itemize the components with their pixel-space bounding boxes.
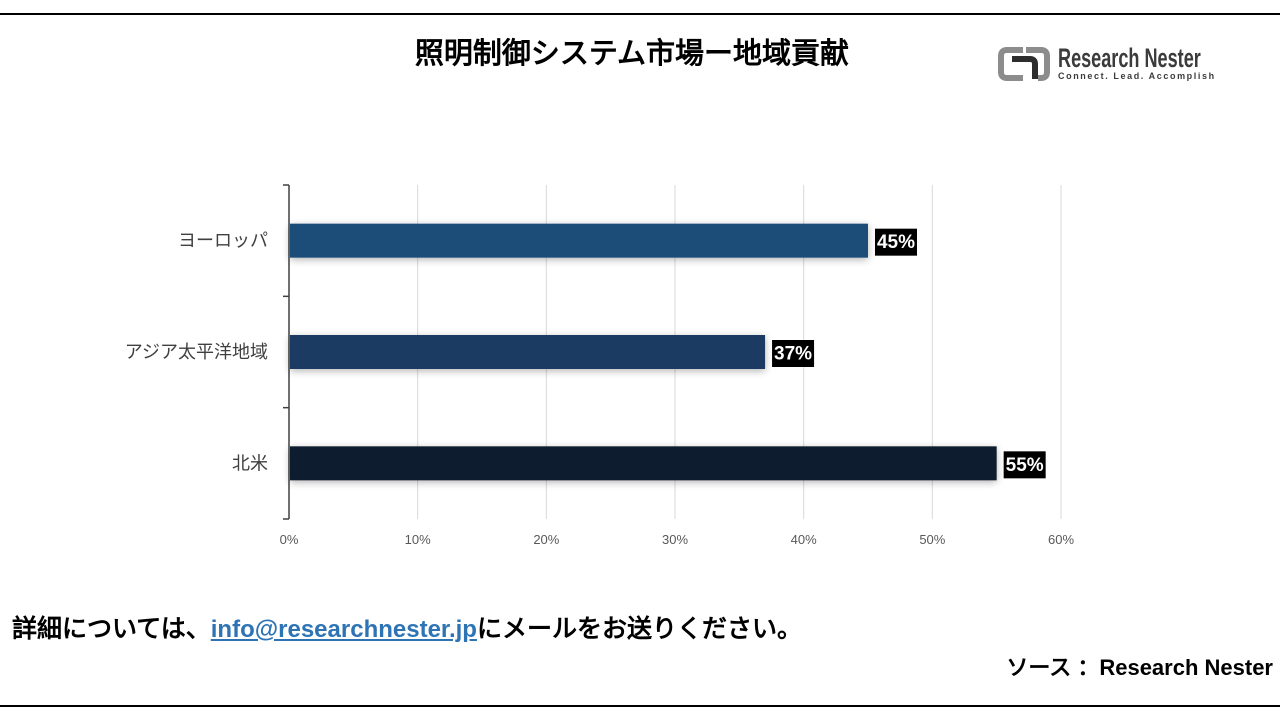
bar-1 bbox=[290, 223, 868, 258]
research-nester-logo-icon bbox=[998, 47, 1050, 81]
bar-3 bbox=[290, 446, 997, 481]
data-label-2: 37% bbox=[772, 340, 815, 367]
category-label-2: アジア太平洋地域 bbox=[125, 342, 268, 362]
bars bbox=[290, 223, 997, 481]
data-label-text: 55% bbox=[1006, 455, 1044, 476]
contact-suffix: にメールをお送りください。 bbox=[476, 614, 802, 643]
data-label-text: 45% bbox=[877, 232, 915, 253]
category-label-1: ヨーロッパ bbox=[178, 231, 268, 251]
x-tick-label: 60% bbox=[1048, 532, 1074, 547]
x-axis-tick-labels: 0% 10% 20% 30% 40% 50% 60% bbox=[280, 532, 1075, 547]
top-border-rule bbox=[0, 13, 1280, 15]
logo-name: Research Nester bbox=[1058, 43, 1201, 73]
data-label-box bbox=[1003, 451, 1046, 479]
x-tick-label: 30% bbox=[662, 532, 688, 547]
data-label-1: 45% bbox=[875, 228, 917, 256]
data-label-3: 55% bbox=[1003, 451, 1046, 479]
x-tick-label: 50% bbox=[919, 532, 945, 547]
x-tick-label: 20% bbox=[533, 532, 559, 547]
x-tick-label: 40% bbox=[791, 532, 817, 547]
data-label-text: 37% bbox=[774, 344, 812, 365]
category-label-3: 北米 bbox=[232, 453, 268, 473]
logo-tagline: Connect. Lead. Accomplish bbox=[1058, 71, 1216, 81]
data-label-box bbox=[772, 340, 815, 367]
bar-2 bbox=[290, 335, 766, 369]
data-labels: 45% 37% 55% bbox=[772, 228, 1046, 479]
email-link[interactable]: info@researchnester.jp bbox=[210, 616, 477, 643]
x-tick-label: 0% bbox=[280, 532, 299, 547]
chart-title: 照明制御システム市場ー地域貢献 bbox=[414, 36, 850, 70]
data-label-box bbox=[875, 228, 917, 256]
research-nester-logo: Research Nester Connect. Lead. Accomplis… bbox=[997, 43, 1227, 85]
contact-line: 詳細については、info@researchnester.jpにメールをお送りくだ… bbox=[12, 613, 802, 646]
source-credit: ソース ：Research Nester bbox=[1006, 655, 1273, 680]
bottom-border-rule bbox=[0, 705, 1280, 707]
y-axis bbox=[283, 184, 290, 520]
contact-prefix: 詳細については、 bbox=[12, 614, 211, 643]
x-tick-label: 10% bbox=[405, 532, 431, 547]
